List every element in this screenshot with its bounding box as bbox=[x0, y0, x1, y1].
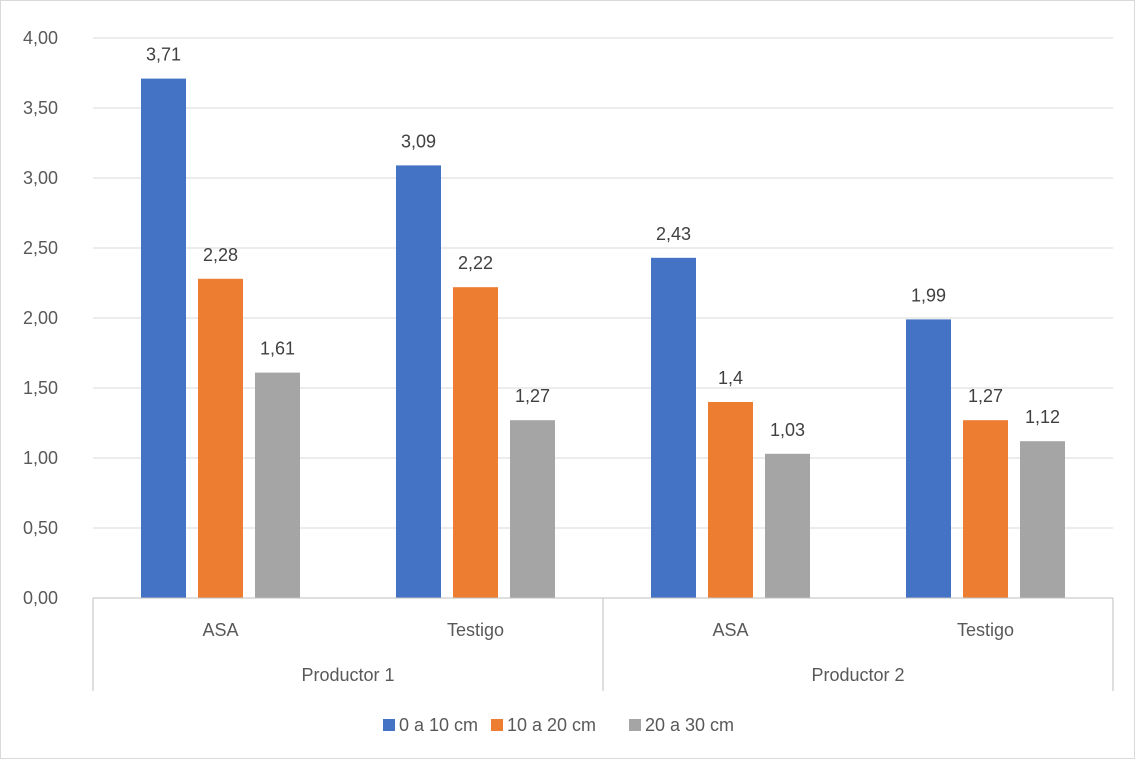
y-tick-label: 3,00 bbox=[23, 168, 58, 188]
bar bbox=[255, 372, 300, 598]
y-tick-label: 3,50 bbox=[23, 98, 58, 118]
legend-label: 20 a 30 cm bbox=[645, 715, 734, 735]
y-tick-label: 1,00 bbox=[23, 448, 58, 468]
bar bbox=[765, 453, 810, 598]
y-tick-label: 1,50 bbox=[23, 378, 58, 398]
x-tick-label: ASA bbox=[202, 620, 238, 640]
y-tick-label: 0,00 bbox=[23, 588, 58, 608]
bar bbox=[708, 402, 753, 598]
data-label: 3,71 bbox=[146, 45, 181, 65]
data-label: 2,22 bbox=[458, 253, 493, 273]
y-tick-label: 0,50 bbox=[23, 518, 58, 538]
x-tick-label: Testigo bbox=[447, 620, 504, 640]
bar bbox=[510, 420, 555, 598]
data-label: 1,61 bbox=[260, 339, 295, 359]
data-label: 2,43 bbox=[656, 224, 691, 244]
bar bbox=[906, 319, 951, 598]
bar bbox=[453, 287, 498, 598]
y-tick-label: 2,50 bbox=[23, 238, 58, 258]
bar bbox=[396, 165, 441, 598]
x-tick-label: ASA bbox=[712, 620, 748, 640]
data-label: 2,28 bbox=[203, 245, 238, 265]
legend-label: 10 a 20 cm bbox=[507, 715, 596, 735]
data-label: 3,09 bbox=[401, 131, 436, 151]
data-label: 1,4 bbox=[718, 368, 743, 388]
data-label: 1,27 bbox=[968, 386, 1003, 406]
data-label: 1,03 bbox=[770, 420, 805, 440]
x-tick-label: Testigo bbox=[957, 620, 1014, 640]
data-label: 1,27 bbox=[515, 386, 550, 406]
legend-label: 0 a 10 cm bbox=[399, 715, 478, 735]
data-label: 1,99 bbox=[911, 285, 946, 305]
bar bbox=[963, 420, 1008, 598]
legend-swatch bbox=[491, 719, 503, 731]
bar bbox=[1020, 441, 1065, 598]
y-tick-label: 4,00 bbox=[23, 28, 58, 48]
bar bbox=[651, 257, 696, 598]
legend-swatch bbox=[629, 719, 641, 731]
group-label: Productor 2 bbox=[811, 665, 904, 685]
bar bbox=[141, 78, 186, 599]
bar bbox=[198, 278, 243, 598]
group-label: Productor 1 bbox=[301, 665, 394, 685]
legend-swatch bbox=[383, 719, 395, 731]
y-tick-label: 2,00 bbox=[23, 308, 58, 328]
data-label: 1,12 bbox=[1025, 407, 1060, 427]
